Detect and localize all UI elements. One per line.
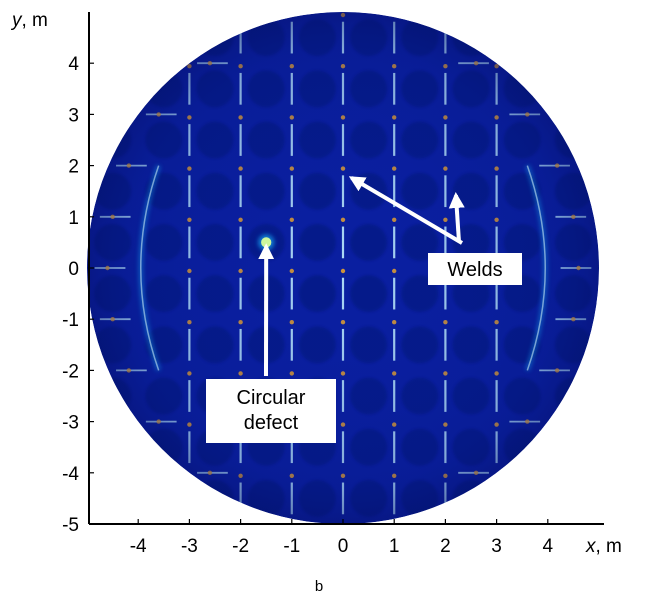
dark-cell [94, 479, 132, 517]
y-axis-title: y, m [10, 10, 48, 31]
dark-cell [554, 19, 592, 57]
y-tick-label: -2 [62, 361, 79, 382]
annotation-arrow [348, 176, 464, 245]
annotation-box [428, 253, 522, 285]
x-tick-label: -3 [181, 536, 198, 557]
x-tick-label: 4 [543, 536, 554, 557]
y-tick-label: 1 [68, 208, 79, 229]
annotation-label: Welds [447, 259, 502, 281]
y-tick-label: 2 [68, 157, 79, 178]
weld-hotspot [238, 12, 243, 18]
weld-hotspot [187, 12, 192, 18]
heatmap-vignette [87, 12, 599, 524]
y-tick-label: 3 [68, 105, 79, 126]
y-ticks: 4 3 2 1 0 -1 -2 -3 -4 -5 [62, 54, 94, 536]
dark-cell [145, 479, 183, 517]
y-tick-label: -4 [62, 464, 79, 485]
x-tick-label: 2 [440, 536, 451, 557]
y-tick-label: 0 [68, 259, 79, 280]
weld-hotspot [187, 473, 192, 478]
panel-label: b [315, 578, 323, 595]
dark-cell [554, 70, 592, 108]
x-tick-label: 0 [338, 536, 349, 557]
y-tick-label: 4 [68, 54, 79, 75]
x-axis-title: x, m [585, 536, 622, 557]
dark-cell [94, 428, 132, 466]
dark-cell [554, 428, 592, 466]
x-tick-label: -4 [130, 536, 147, 557]
annotation-callout: Welds [348, 176, 522, 285]
dark-cell [94, 70, 132, 108]
dark-cell [94, 19, 132, 57]
dark-cell [503, 19, 541, 57]
weld-hotspot [494, 12, 499, 18]
annotation-label: defect [244, 412, 299, 434]
y-tick-label: -3 [62, 413, 79, 434]
weld-hotspot [289, 12, 294, 18]
x-tick-label: 1 [389, 536, 400, 557]
annotation-box [206, 379, 336, 443]
heatmap-disk [87, 12, 599, 524]
weld-hotspot [494, 473, 499, 478]
x-tick-label: 3 [491, 536, 502, 557]
dark-cell [145, 19, 183, 57]
weld-hotspot [443, 12, 448, 18]
circular-defect-marker [261, 237, 272, 248]
dark-cell [503, 479, 541, 517]
weld-hotspot [392, 12, 397, 18]
y-tick-label: -5 [62, 515, 79, 536]
x-tick-label: -2 [232, 536, 249, 557]
annotation-label: Circular [237, 387, 306, 409]
annotations: Circular defect Welds [206, 176, 522, 443]
dark-cell [554, 479, 592, 517]
axes: -4 -3 -2 -1 0 1 2 3 4 4 3 2 1 0 -1 -2 -3 -4 -5 x, m y, m [10, 10, 622, 557]
y-tick-label: -1 [62, 310, 79, 331]
x-tick-label: -1 [283, 536, 300, 557]
annotation-arrow [448, 191, 465, 243]
x-ticks: -4 -3 -2 -1 0 1 2 3 4 [130, 519, 554, 557]
annotation-callout: Circular defect [206, 243, 336, 443]
